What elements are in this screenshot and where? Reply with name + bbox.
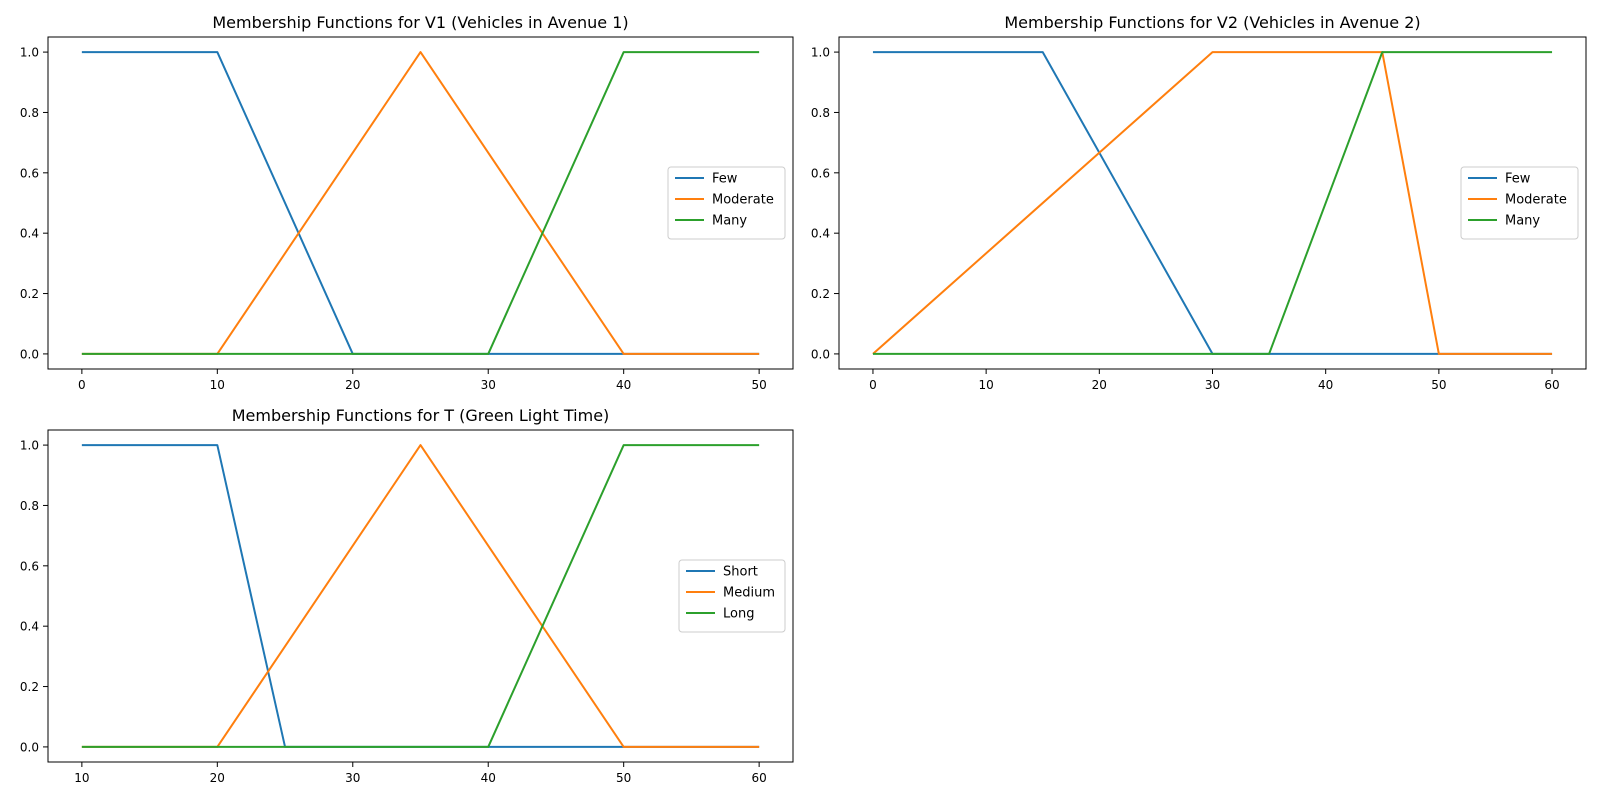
legend-label-many: Many (1505, 214, 1540, 229)
x-tick-label: 40 (1318, 378, 1333, 392)
x-tick-label: 10 (210, 378, 225, 392)
chart-title: Membership Functions for V1 (Vehicles in… (212, 13, 628, 32)
axes-frame (47, 429, 794, 763)
y-tick-label: 1.0 (20, 439, 39, 453)
x-tick-label: 40 (616, 378, 631, 392)
legend-label-short: Short (723, 565, 758, 580)
y-tick-label: 0.6 (20, 166, 39, 180)
legend-label-many: Many (712, 214, 747, 229)
y-tick-label: 0.8 (20, 106, 39, 120)
y-tick-label: 0.4 (811, 227, 830, 241)
y-tick-label: 1.0 (811, 46, 830, 60)
axes-frame (47, 36, 794, 370)
y-tick-label: 0.6 (20, 559, 39, 573)
x-tick-label: 20 (210, 771, 225, 785)
y-tick-label: 0.6 (811, 166, 830, 180)
y-tick-label: 0.2 (20, 287, 39, 301)
series-line-many (81, 51, 760, 355)
x-tick-label: 30 (481, 378, 496, 392)
y-tick-label: 0.2 (811, 287, 830, 301)
series-line-moderate (81, 51, 760, 355)
legend-label-few: Few (712, 172, 738, 187)
chart-title: Membership Functions for T (Green Light … (232, 406, 610, 425)
y-tick-label: 0.0 (20, 347, 39, 361)
x-tick-label: 60 (1544, 378, 1559, 392)
legend-label-medium: Medium (723, 586, 775, 601)
x-tick-label: 20 (345, 378, 360, 392)
y-tick-label: 0.4 (20, 620, 39, 634)
x-tick-label: 10 (978, 378, 993, 392)
legend-label-long: Long (723, 607, 754, 622)
series-line-medium (81, 444, 760, 748)
legend: Few Moderate Many (667, 166, 786, 240)
series-line-few (872, 51, 1553, 355)
chart-title: Membership Functions for V2 (Vehicles in… (1004, 13, 1420, 32)
series-line-moderate (872, 51, 1553, 355)
y-tick-label: 0.8 (20, 499, 39, 513)
x-tick-label: 0 (78, 378, 86, 392)
legend-label-moderate: Moderate (712, 193, 774, 208)
legend-label-few: Few (1505, 172, 1531, 187)
chart-panel-2: Membership Functions for V2 (Vehicles in… (811, 13, 1587, 392)
x-tick-label: 50 (1431, 378, 1446, 392)
x-tick-label: 10 (74, 771, 89, 785)
y-tick-label: 0.0 (811, 347, 830, 361)
series-line-short (81, 444, 760, 748)
legend: Few Moderate Many (1460, 166, 1579, 240)
x-tick-label: 50 (616, 771, 631, 785)
x-tick-label: 30 (345, 771, 360, 785)
chart-panel-3: Membership Functions for T (Green Light … (20, 406, 794, 785)
legend-label-moderate: Moderate (1505, 193, 1567, 208)
x-tick-label: 20 (1092, 378, 1107, 392)
y-tick-label: 0.2 (20, 680, 39, 694)
y-tick-label: 0.8 (811, 106, 830, 120)
series-line-few (81, 51, 760, 355)
y-tick-label: 0.0 (20, 740, 39, 754)
x-tick-label: 40 (481, 771, 496, 785)
x-tick-label: 50 (751, 378, 766, 392)
series-line-many (872, 51, 1553, 355)
legend: Short Medium Long (678, 559, 786, 633)
chart-panel-1: Membership Functions for V1 (Vehicles in… (20, 13, 794, 392)
series-line-long (81, 444, 760, 748)
x-tick-label: 30 (1205, 378, 1220, 392)
x-tick-label: 0 (869, 378, 877, 392)
y-tick-label: 0.4 (20, 227, 39, 241)
x-tick-label: 60 (751, 771, 766, 785)
y-tick-label: 1.0 (20, 46, 39, 60)
